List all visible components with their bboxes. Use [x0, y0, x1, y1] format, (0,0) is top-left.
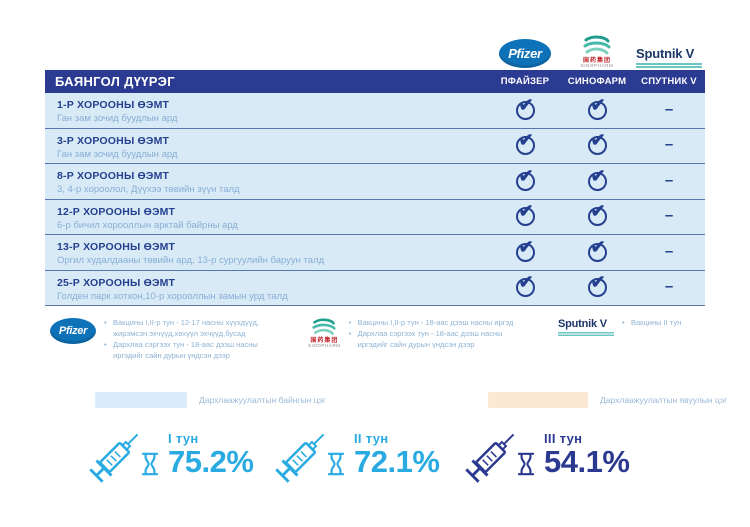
- table-header: БАЯНГОЛ ДҮҮРЭГ ПФАЙЗЕР СИНОФАРМ СПУТНИК …: [45, 70, 705, 93]
- column-header-sinopharm: СИНОФАРМ: [567, 76, 627, 87]
- check-icon: [515, 166, 535, 191]
- check-icon: [515, 201, 535, 227]
- pfizer-logo-icon: Pfizer: [50, 318, 96, 344]
- dose-value: 75.2%: [168, 444, 254, 480]
- hourglass-icon: [518, 452, 534, 476]
- vaccination-points-table: 1-Р ХОРООНЫ ӨЭМТ Ган зам зочид буудлын а…: [45, 93, 705, 306]
- check-icon: [587, 166, 607, 191]
- column-header-sputnik: СПУТНИК V: [641, 76, 697, 87]
- hourglass-icon: [328, 452, 344, 476]
- check-icon: [515, 130, 535, 156]
- dash-icon: [665, 207, 673, 225]
- legend-label-mobile: Дархлаажуулалтын явуулын цэг: [600, 395, 728, 405]
- row-title: 25-Р ХОРООНЫ ӨЭМТ: [57, 276, 176, 289]
- legend-swatch-permanent: [95, 392, 187, 408]
- row-subtitle: Голден парк хотхон,10-р хорооллын замын …: [57, 290, 288, 302]
- note-item: Дархлаа сэргээх тун - 18-аас дээш насны …: [104, 340, 289, 362]
- dose-3-stat: III тун 54.1%: [462, 424, 630, 486]
- table-row: 8-Р ХОРООНЫ ӨЭМТ 3, 4-р хороолол, Дүүхээ…: [45, 164, 705, 200]
- dose-coverage-stats: I тун 75.2%: [0, 424, 750, 499]
- row-subtitle: 6-р бичил хорооллын арктай байрны ард: [57, 219, 238, 231]
- pfizer-notes: Pfizer Вакцины I,II-р тун - 12-17 насны …: [50, 318, 308, 362]
- table-row: 3-Р ХОРООНЫ ӨЭМТ Ган зам зочид буудлын а…: [45, 128, 705, 164]
- table-row: 1-Р ХОРООНЫ ӨЭМТ Ган зам зочид буудлын а…: [45, 93, 705, 129]
- table-row: 12-Р ХОРООНЫ ӨЭМТ 6-р бичил хорооллын ар…: [45, 199, 705, 235]
- dash-icon: [665, 243, 673, 261]
- dose-2-stat: II тун 72.1%: [272, 424, 440, 486]
- check-icon: [587, 95, 607, 120]
- dose-value: 72.1%: [354, 444, 440, 480]
- pfizer-logo-text: Pfizer: [508, 46, 542, 61]
- row-subtitle: Ган зам зочид буудлын ард: [57, 113, 178, 125]
- pfizer-logo-icon: Pfizer: [499, 39, 551, 68]
- table-row: 13-Р ХОРООНЫ ӨЭМТ Оргил худалдааны төвий…: [45, 235, 705, 271]
- row-subtitle: 3, 4-р хороолол, Дүүхээ төвийн зүүн талд: [57, 184, 240, 196]
- sputnik-notes: Sputnik V Вакцины II тун: [558, 318, 708, 362]
- check-icon: [587, 272, 607, 298]
- sputnik-logo: Sputnik V: [633, 46, 705, 68]
- check-icon: [515, 95, 535, 120]
- row-title: 3-Р ХОРООНЫ ӨЭМТ: [57, 134, 170, 147]
- legend-label-permanent: Дархлаажуулалтын байнгын цэг: [199, 395, 326, 405]
- note-item: Вакцины I,II-р тун - 18-аас дээш насны и…: [349, 318, 534, 329]
- sinopharm-waves-icon: [312, 318, 336, 335]
- row-title: 1-Р ХОРООНЫ ӨЭМТ: [57, 99, 170, 112]
- dose-label: III тун: [544, 431, 583, 447]
- check-icon: [515, 272, 535, 298]
- dash-icon: [665, 278, 673, 296]
- note-item: Дархлаа сэргээх тун - 18-аас дээш насны …: [349, 329, 534, 351]
- row-title: 12-Р ХОРООНЫ ӨЭМТ: [57, 205, 176, 218]
- sinopharm-notes: 国药集团 SINOPHARM Вакцины I,II-р тун - 18-а…: [308, 318, 558, 362]
- sputnik-tagline-lines: [558, 332, 614, 336]
- district-title: БАЯНГОЛ ДҮҮРЭГ: [55, 74, 175, 89]
- row-subtitle: Ган зам зочид буудлын ард: [57, 148, 178, 160]
- table-row: 25-Р ХОРООНЫ ӨЭМТ Голден парк хотхон,10-…: [45, 270, 705, 306]
- dash-icon: [665, 172, 673, 190]
- brand-logos-row: Pfizer 国药集团 SINOPHARM Sputnik V: [45, 24, 705, 68]
- syringe-icon: [89, 433, 139, 483]
- legend: Дархлаажуулалтын байнгын цэг Дархлаажуул…: [95, 392, 727, 408]
- note-item: Вакцины I,II-р тун - 12-17 насны хүүхдүү…: [104, 318, 289, 340]
- dose-1-stat: I тун 75.2%: [86, 424, 254, 486]
- sinopharm-waves-icon: [583, 35, 611, 54]
- row-subtitle: Оргил худалдааны төвийн ард, 13-р сургуу…: [57, 255, 325, 267]
- syringe-icon: [465, 433, 515, 483]
- syringe-icon: [275, 433, 325, 483]
- column-header-pfizer: ПФАЙЗЕР: [500, 76, 550, 87]
- pfizer-logo: Pfizer: [489, 39, 561, 68]
- row-title: 8-Р ХОРООНЫ ӨЭМТ: [57, 170, 170, 183]
- sinopharm-cn-text: 国药集团: [582, 57, 611, 64]
- sputnik-tagline-lines: [636, 63, 702, 68]
- check-icon: [587, 237, 607, 262]
- dash-icon: [665, 101, 673, 119]
- dose-value: 54.1%: [544, 444, 630, 480]
- legend-swatch-mobile: [488, 392, 588, 408]
- dose-label: II тун: [354, 431, 389, 447]
- sputnik-logo-icon: Sputnik V: [558, 318, 614, 336]
- note-item: Вакцины II тун: [622, 318, 681, 329]
- check-icon: [515, 237, 535, 262]
- sputnik-logo-text: Sputnik V: [636, 46, 695, 61]
- check-icon: [587, 201, 607, 227]
- dash-icon: [665, 136, 673, 154]
- dose-label: I тун: [168, 431, 199, 447]
- check-icon: [587, 130, 607, 156]
- sinopharm-logo-icon: 国药集团 SINOPHARM: [308, 318, 341, 349]
- sinopharm-logo: 国药集团 SINOPHARM: [561, 35, 633, 69]
- vaccine-notes: Pfizer Вакцины I,II-р тун - 12-17 насны …: [50, 318, 712, 362]
- row-title: 13-Р ХОРООНЫ ӨЭМТ: [57, 241, 176, 254]
- hourglass-icon: [142, 452, 158, 476]
- sinopharm-en-text: SINOPHARM: [580, 62, 614, 68]
